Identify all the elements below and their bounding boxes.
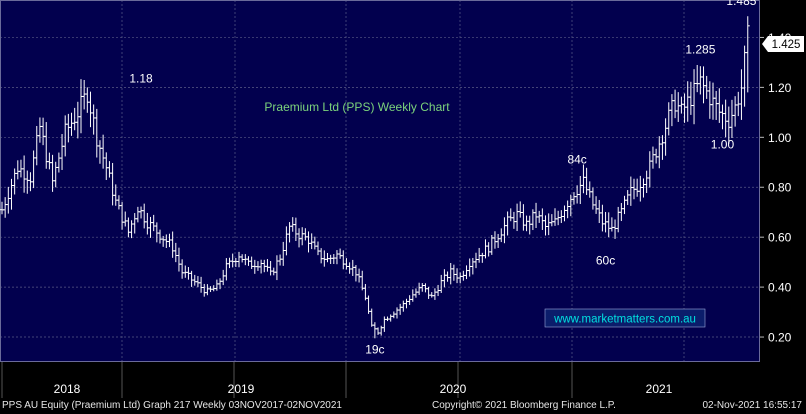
watermark: www.marketmatters.com.au — [544, 308, 706, 328]
y-tick-label: 0.80 — [768, 181, 792, 195]
footer-security-info: PPS AU Equity (Praemium Ltd) Graph 217 W… — [2, 400, 342, 411]
watermark-box — [544, 308, 706, 328]
footer-bar: PPS AU Equity (Praemium Ltd) Graph 217 W… — [0, 398, 806, 414]
x-tick-label: 2021 — [646, 382, 673, 396]
last-price-marker — [762, 36, 804, 52]
x-tick-label: 2018 — [54, 382, 81, 396]
plot-border — [0, 0, 760, 362]
price-bars — [0, 16, 750, 339]
y-tick-label: 0.20 — [768, 331, 792, 345]
watermark-text: www.marketmatters.com.au — [553, 314, 696, 326]
chart-annotation: 1.18 — [129, 71, 153, 85]
chart-annotation: 1.485 — [726, 0, 756, 8]
footer-timestamp: 02-Nov-2021 16:55:17 — [702, 400, 802, 411]
x-tick-label: 2019 — [228, 382, 255, 396]
x-axis: 2018 2019 2020 2021 — [1, 362, 673, 398]
chart-annotation: 60c — [596, 254, 615, 268]
y-tick-label: 0.40 — [768, 281, 792, 295]
annotations: 1.18 19c 84c 60c 1.285 1.00 1.485 — [129, 0, 756, 356]
y-tick-label: 1.20 — [768, 81, 792, 95]
last-price-label: 1.425 — [772, 39, 801, 51]
last-price-tag: 1.425 — [762, 36, 804, 52]
chart-annotation: 1.285 — [685, 43, 715, 57]
x-tick-label: 2020 — [440, 382, 467, 396]
footer-copyright: Copyright© 2021 Bloomberg Finance L.P. — [432, 400, 616, 411]
y-tick-label: 0.60 — [768, 231, 792, 245]
chart-annotation: 1.00 — [711, 138, 735, 152]
y-tick-label: 1.00 — [768, 131, 792, 145]
chart-annotation: 19c — [365, 342, 384, 356]
chart-annotation: 84c — [567, 153, 586, 167]
plot-area — [0, 0, 760, 362]
chart-title: Praemium Ltd (PPS) Weekly Chart — [264, 100, 450, 114]
